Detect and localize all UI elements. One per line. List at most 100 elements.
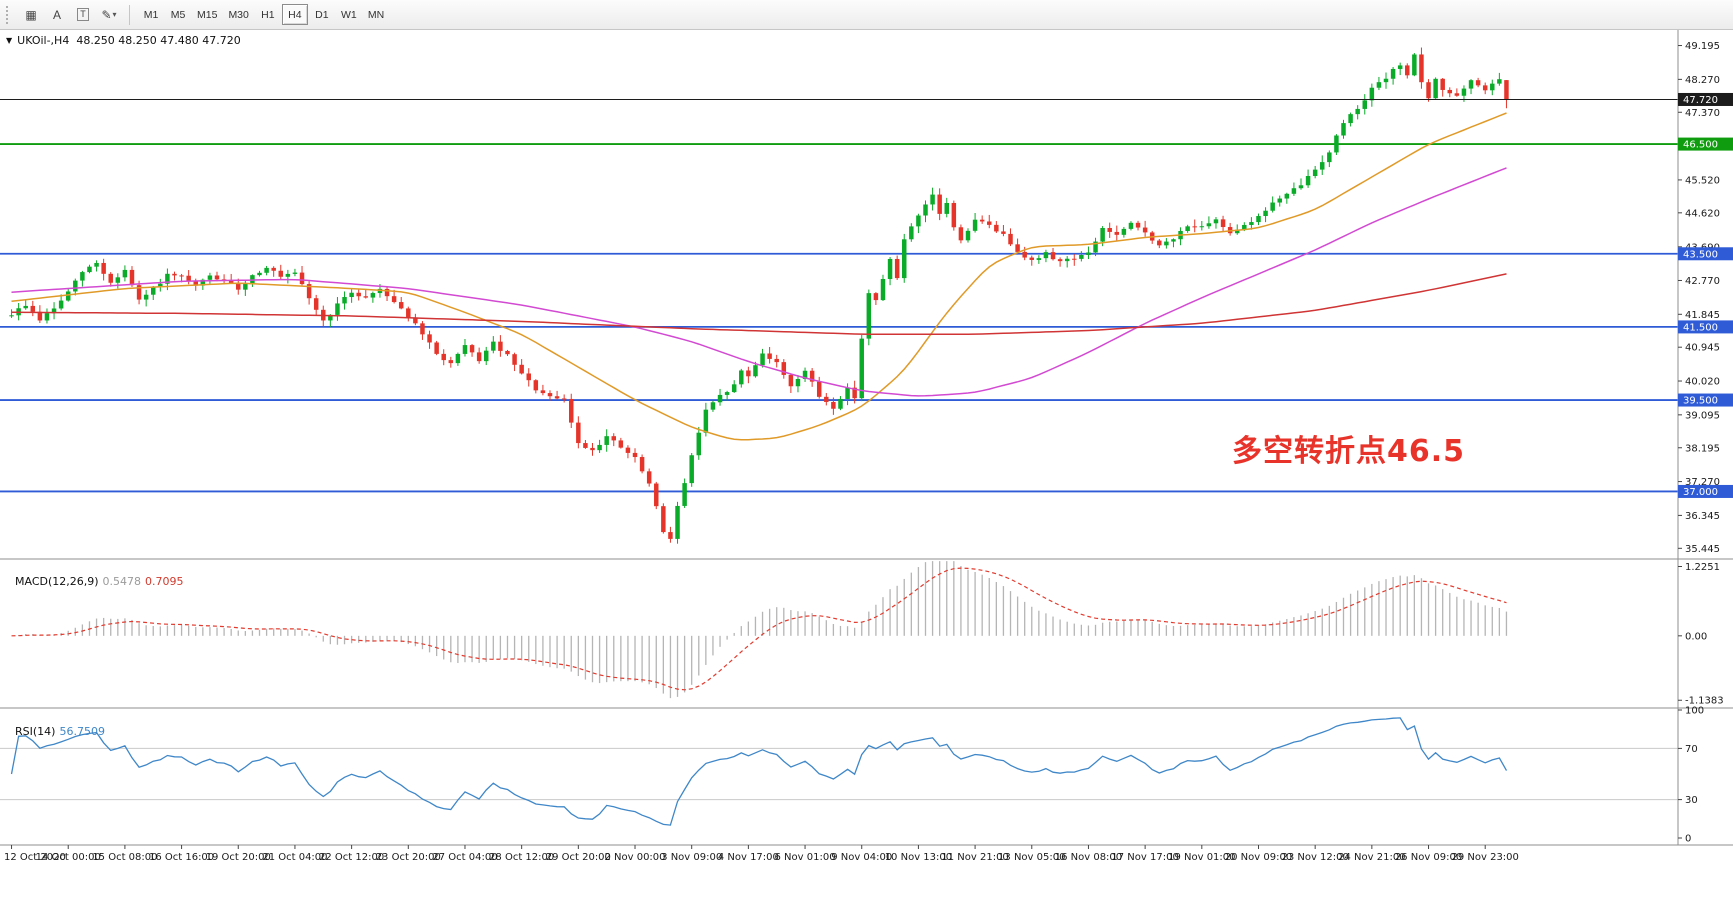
svg-text:3 Nov 09:00: 3 Nov 09:00 xyxy=(661,852,722,863)
svg-text:1.2251: 1.2251 xyxy=(1685,562,1720,573)
windows-grid-button[interactable]: ▦ xyxy=(19,4,43,26)
svg-text:46.500: 46.500 xyxy=(1683,140,1718,151)
timeframe-button-mn[interactable]: MN xyxy=(363,4,389,25)
svg-text:10 Nov 13:00: 10 Nov 13:00 xyxy=(885,852,952,863)
price-tag-37.000: 37.000 xyxy=(1678,484,1733,498)
svg-text:100: 100 xyxy=(1685,706,1704,717)
svg-text:19 Nov 01:00: 19 Nov 01:00 xyxy=(1168,852,1235,863)
price-tag-39.500: 39.500 xyxy=(1678,393,1733,407)
symbol-ohlc-label: ▼ UKOil-,H4 48.250 48.250 47.480 47.720 xyxy=(6,34,245,47)
svg-text:47.370: 47.370 xyxy=(1685,108,1720,119)
ma-fast-line[interactable] xyxy=(11,112,1507,441)
timeframe-button-m1[interactable]: M1 xyxy=(138,4,164,25)
timeframe-toolbar: M1 M5 M15 M30 H1 H4 D1 W1 MN xyxy=(138,4,389,25)
macd-name: MACD(12,26,9) xyxy=(15,575,99,588)
price-tag-41.500: 41.500 xyxy=(1678,320,1733,334)
cursor-tool-icon: A xyxy=(52,7,61,22)
svg-text:35.445: 35.445 xyxy=(1685,544,1720,555)
macd-signal-line xyxy=(11,567,1507,691)
ma-mid-line[interactable] xyxy=(11,167,1507,397)
ma-slow-line[interactable] xyxy=(11,273,1507,335)
price-axis[interactable]: 49.19548.27047.37045.52044.62043.69042.7… xyxy=(1678,41,1733,845)
draw-tool-button[interactable]: ✎ ▾ xyxy=(97,4,121,26)
text-tool-icon: T xyxy=(77,8,89,21)
svg-text:37.270: 37.270 xyxy=(1685,477,1720,488)
candles-layer xyxy=(9,47,1509,544)
svg-text:2 Nov 00:00: 2 Nov 00:00 xyxy=(604,852,665,863)
svg-text:38.195: 38.195 xyxy=(1685,443,1720,454)
chart-annotation-text[interactable]: 多空转折点46.5 xyxy=(1232,434,1466,469)
svg-text:29 Nov 23:00: 29 Nov 23:00 xyxy=(1451,852,1518,863)
svg-text:28 Oct 12:00: 28 Oct 12:00 xyxy=(489,852,554,863)
macd-value-main: 0.5478 xyxy=(102,575,142,588)
svg-text:47.720: 47.720 xyxy=(1683,95,1718,106)
svg-text:48.270: 48.270 xyxy=(1685,75,1720,86)
rsi-name: RSI(14) xyxy=(15,725,56,738)
svg-text:17 Nov 17:00: 17 Nov 17:00 xyxy=(1111,852,1178,863)
rsi-value: 56.7509 xyxy=(59,725,105,738)
svg-text:9 Nov 04:00: 9 Nov 04:00 xyxy=(831,852,892,863)
rsi-line xyxy=(10,717,1508,826)
timeframe-button-d1[interactable]: D1 xyxy=(309,4,335,25)
symbol-ohlc-text: UKOil-,H4 48.250 48.250 47.480 47.720 xyxy=(17,34,241,47)
svg-text:16 Oct 16:00: 16 Oct 16:00 xyxy=(149,852,214,863)
timeframe-button-h1[interactable]: H1 xyxy=(255,4,281,25)
cursor-tool-button[interactable]: A xyxy=(45,4,69,26)
timeframe-button-h4[interactable]: H4 xyxy=(281,4,308,25)
svg-text:29 Oct 20:00: 29 Oct 20:00 xyxy=(546,852,611,863)
timeframe-button-w1[interactable]: W1 xyxy=(336,4,362,25)
svg-text:40.945: 40.945 xyxy=(1685,343,1720,354)
svg-text:12 Oct 2020: 12 Oct 2020 xyxy=(4,852,66,863)
svg-text:70: 70 xyxy=(1685,744,1698,755)
svg-text:22 Oct 12:00: 22 Oct 12:00 xyxy=(319,852,384,863)
svg-text:36.345: 36.345 xyxy=(1685,511,1720,522)
svg-text:16 Nov 08:00: 16 Nov 08:00 xyxy=(1055,852,1122,863)
svg-text:21 Oct 04:00: 21 Oct 04:00 xyxy=(262,852,327,863)
macd-value-signal: 0.7095 xyxy=(145,575,184,588)
price-tag-43.500: 43.500 xyxy=(1678,247,1733,261)
svg-text:43.500: 43.500 xyxy=(1683,249,1718,260)
windows-grid-icon: ▦ xyxy=(25,7,37,22)
svg-text:45.520: 45.520 xyxy=(1685,175,1720,186)
dropdown-caret-icon: ▾ xyxy=(112,10,117,19)
svg-text:6 Nov 01:00: 6 Nov 01:00 xyxy=(775,852,836,863)
svg-text:49.195: 49.195 xyxy=(1685,41,1720,52)
svg-text:41.500: 41.500 xyxy=(1683,322,1718,333)
svg-text:39.095: 39.095 xyxy=(1685,410,1720,421)
svg-text:11 Nov 21:00: 11 Nov 21:00 xyxy=(941,852,1008,863)
svg-text:39.500: 39.500 xyxy=(1683,396,1718,407)
svg-text:27 Oct 04:00: 27 Oct 04:00 xyxy=(432,852,497,863)
svg-text:-1.1383: -1.1383 xyxy=(1685,696,1724,707)
svg-text:26 Nov 09:00: 26 Nov 09:00 xyxy=(1395,852,1462,863)
svg-text:15 Oct 08:00: 15 Oct 08:00 xyxy=(92,852,157,863)
svg-text:20 Nov 09:00: 20 Nov 09:00 xyxy=(1225,852,1292,863)
horizontal-lines[interactable] xyxy=(0,143,1678,493)
svg-text:24 Nov 21:00: 24 Nov 21:00 xyxy=(1338,852,1405,863)
timeframe-button-m30[interactable]: M30 xyxy=(223,4,253,25)
toolbar-grip[interactable] xyxy=(6,5,11,24)
price-tag-47.720: 47.720 xyxy=(1678,92,1733,106)
svg-text:4 Nov 17:00: 4 Nov 17:00 xyxy=(718,852,779,863)
svg-text:42.770: 42.770 xyxy=(1685,276,1720,287)
svg-text:0.00: 0.00 xyxy=(1685,631,1707,642)
symbol-dropdown-icon[interactable]: ▼ xyxy=(6,36,13,45)
svg-text:41.845: 41.845 xyxy=(1685,310,1720,321)
toolbar: ▦ A T ✎ ▾ M1 M5 M15 M30 H1 H4 D1 W1 MN xyxy=(0,0,1733,30)
svg-text:13 Nov 05:00: 13 Nov 05:00 xyxy=(998,852,1065,863)
svg-text:0: 0 xyxy=(1685,834,1691,845)
svg-text:14 Oct 00:00: 14 Oct 00:00 xyxy=(36,852,101,863)
macd-indicator-label: MACD(12,26,9) 0.5478 0.7095 xyxy=(8,562,188,588)
toolbar-separator xyxy=(129,4,130,25)
svg-text:23 Oct 20:00: 23 Oct 20:00 xyxy=(376,852,441,863)
svg-text:19 Oct 20:00: 19 Oct 20:00 xyxy=(206,852,271,863)
svg-text:23 Nov 12:00: 23 Nov 12:00 xyxy=(1281,852,1348,863)
text-tool-button[interactable]: T xyxy=(71,4,95,26)
svg-text:30: 30 xyxy=(1685,795,1698,806)
timeframe-button-m5[interactable]: M5 xyxy=(165,4,191,25)
macd-histogram xyxy=(17,561,1508,699)
price-tag-46.500: 46.500 xyxy=(1678,137,1733,151)
timeframe-button-m15[interactable]: M15 xyxy=(192,4,222,25)
svg-text:37.000: 37.000 xyxy=(1683,487,1718,498)
